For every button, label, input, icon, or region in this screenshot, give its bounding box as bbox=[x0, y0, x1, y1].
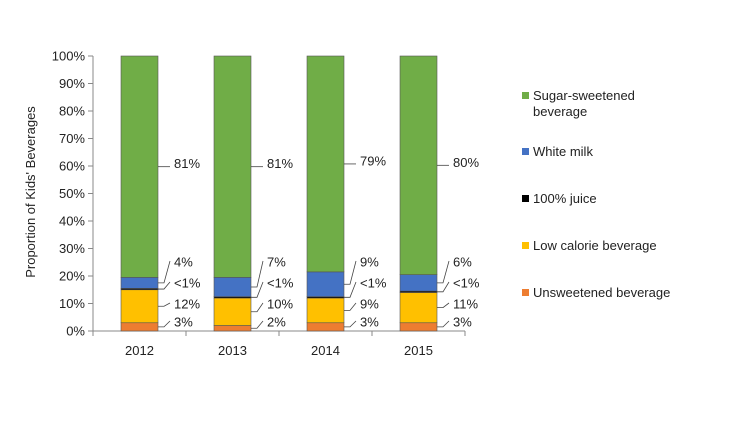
data-label: 3% bbox=[360, 315, 379, 330]
leader-line bbox=[437, 260, 450, 284]
leader-line bbox=[344, 260, 357, 285]
x-tick-label: 2013 bbox=[218, 343, 247, 358]
y-tick-label: 60% bbox=[59, 159, 85, 174]
legend-item-sugar-sweetened: Sugar-sweetened beverage bbox=[522, 88, 742, 144]
leader-line bbox=[251, 302, 264, 313]
data-label: 3% bbox=[174, 315, 193, 330]
chart-bars bbox=[120, 55, 438, 332]
bar-segment bbox=[399, 292, 438, 324]
data-label: 2% bbox=[267, 315, 286, 330]
y-tick-label: 80% bbox=[59, 104, 85, 119]
bar-segment bbox=[306, 297, 345, 324]
bar-segment bbox=[399, 322, 438, 332]
leader-line bbox=[158, 320, 171, 328]
legend-label: 100% juice bbox=[533, 191, 597, 206]
bar-segment bbox=[306, 322, 345, 332]
bar-segment bbox=[213, 297, 252, 326]
leader-line bbox=[251, 281, 264, 298]
data-label: 12% bbox=[174, 297, 200, 312]
leader-line bbox=[437, 320, 450, 328]
bar-segment bbox=[399, 55, 438, 275]
data-label: 81% bbox=[267, 156, 293, 171]
leader-line bbox=[344, 302, 357, 311]
legend-item-unsweetened: Unsweetened beverage bbox=[522, 285, 742, 305]
data-label: 80% bbox=[453, 155, 479, 170]
bar-segment bbox=[213, 55, 252, 278]
data-label: 79% bbox=[360, 153, 386, 168]
y-tick-label: 50% bbox=[59, 186, 85, 201]
leader-line bbox=[158, 281, 171, 290]
legend-item-white-milk: White milk bbox=[522, 144, 742, 191]
y-tick-label: 0% bbox=[66, 324, 85, 339]
legend-swatch bbox=[522, 148, 529, 155]
data-label: 81% bbox=[174, 156, 200, 171]
data-label: <1% bbox=[267, 276, 294, 291]
bar-segment bbox=[120, 289, 159, 324]
data-label: <1% bbox=[174, 276, 201, 291]
bar-segment bbox=[213, 325, 252, 332]
y-axis-label: Proportion of Kids' Beverages bbox=[23, 106, 38, 278]
leader-line bbox=[437, 302, 450, 309]
data-label: <1% bbox=[360, 276, 387, 291]
leader-line bbox=[344, 320, 357, 328]
data-label: 3% bbox=[453, 315, 472, 330]
legend-label-line2: beverage bbox=[533, 104, 588, 119]
chart-legend: Sugar-sweetened beverage White milk 100%… bbox=[522, 88, 742, 305]
leader-line bbox=[251, 260, 264, 288]
chart-data-labels: 3% 12% <1% 4% 81% 2% 10% <1% 7% 81% 3% 9% <1% 9% 79% 3%… bbox=[158, 153, 480, 330]
legend-swatch bbox=[522, 195, 529, 202]
legend-item-low-calorie: Low calorie beverage bbox=[522, 238, 742, 285]
leader-line bbox=[251, 320, 264, 329]
data-label: 10% bbox=[267, 297, 293, 312]
data-label: 9% bbox=[360, 297, 379, 312]
legend-label: Sugar-sweetened bbox=[533, 88, 635, 103]
x-tick-label: 2015 bbox=[404, 343, 433, 358]
leader-line bbox=[344, 281, 357, 298]
y-tick-label: 70% bbox=[59, 131, 85, 146]
data-label: 9% bbox=[360, 255, 379, 270]
leader-line bbox=[158, 302, 171, 307]
x-tick-label: 2012 bbox=[125, 343, 154, 358]
data-label: <1% bbox=[453, 276, 480, 291]
data-label: 6% bbox=[453, 255, 472, 270]
legend-label: Unsweetened beverage bbox=[533, 285, 671, 300]
y-tick-label: 40% bbox=[59, 214, 85, 229]
legend-swatch bbox=[522, 92, 529, 99]
legend-swatch bbox=[522, 242, 529, 249]
data-label: 4% bbox=[174, 255, 193, 270]
y-tick-label: 90% bbox=[59, 76, 85, 91]
leader-line bbox=[437, 281, 450, 293]
legend-swatch bbox=[522, 289, 529, 296]
legend-label: White milk bbox=[533, 144, 593, 159]
leader-line bbox=[158, 260, 171, 284]
y-tick-label: 10% bbox=[59, 296, 85, 311]
x-tick-label: 2014 bbox=[311, 343, 340, 358]
bar-segment bbox=[120, 55, 159, 278]
y-tick-label: 20% bbox=[59, 269, 85, 284]
data-label: 7% bbox=[267, 255, 286, 270]
bar-segment bbox=[120, 322, 159, 332]
y-tick-label: 30% bbox=[59, 241, 85, 256]
legend-item-100-juice: 100% juice bbox=[522, 191, 742, 238]
y-tick-label: 100% bbox=[52, 49, 86, 64]
bar-segment bbox=[306, 55, 345, 273]
bar-segment bbox=[120, 277, 159, 289]
legend-label: Low calorie beverage bbox=[533, 238, 657, 253]
chart-axes: 0% 10% 20% 30% 40% 50% 60% 70% 80% 90% 100% 2012 201… bbox=[52, 49, 466, 358]
bar-segment bbox=[213, 277, 252, 297]
bar-segment bbox=[399, 274, 438, 292]
bar-segment bbox=[306, 271, 345, 297]
data-label: 11% bbox=[453, 297, 478, 312]
